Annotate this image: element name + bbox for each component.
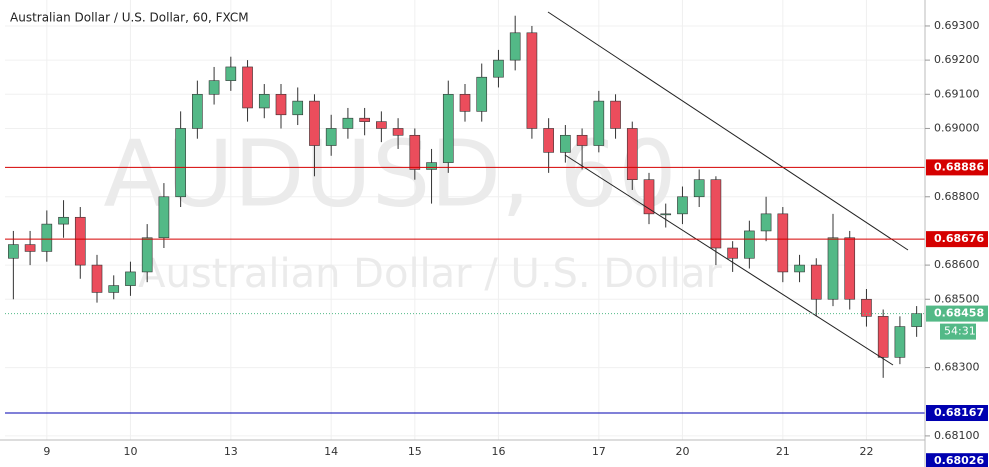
candle-body (476, 76, 488, 112)
x-tick-label: 10 (123, 445, 137, 458)
candle-body (292, 100, 304, 116)
candle-body (794, 264, 805, 273)
last-price-label: 0.68458 (934, 307, 984, 320)
candle-body (141, 237, 153, 273)
x-tick-label: 20 (675, 445, 689, 458)
watermark-subtitle: Australian Dollar / U.S. Dollar (138, 251, 722, 297)
y-tick-label: 0.68100 (934, 429, 980, 442)
candle-body (158, 196, 170, 239)
x-tick-label: 15 (408, 445, 422, 458)
candle-body (660, 213, 672, 216)
y-tick-label: 0.68300 (934, 361, 980, 374)
candles (8, 15, 922, 378)
candle-body (844, 237, 856, 300)
candle-body (760, 213, 772, 232)
axis-labels: 0.69300 0.69200 0.69100 0.69000 0.68800 0.686… (43, 19, 988, 467)
candle-body (342, 117, 354, 129)
channel-lower (564, 154, 894, 366)
candle-body (810, 264, 822, 300)
candle-body (576, 134, 588, 146)
countdown-box (940, 323, 976, 340)
x-tick-label: 22 (859, 445, 873, 458)
candle-body (626, 128, 638, 180)
candle-body (894, 326, 906, 358)
candle-body (376, 121, 387, 129)
level-label: 0.68676 (934, 232, 984, 245)
x-tick-label: 21 (776, 445, 790, 458)
candle-body (677, 196, 688, 215)
time-axis (0, 440, 925, 467)
candle-body (175, 128, 186, 198)
candle-body (91, 264, 103, 293)
candle-body (643, 179, 655, 215)
candle-body (877, 316, 889, 358)
candle-body (208, 80, 220, 95)
level-label-box (926, 159, 988, 176)
level-label-box (926, 405, 988, 422)
x-tick-label: 17 (592, 445, 606, 458)
y-tick-label: 0.69300 (934, 19, 980, 32)
candle-body (459, 93, 471, 112)
x-tick-label: 14 (324, 445, 338, 458)
y-tick-label: 0.69000 (934, 121, 980, 134)
candle-body (710, 179, 722, 249)
candle-body (693, 179, 705, 198)
y-tick-label: 0.68500 (934, 292, 980, 305)
watermark: AUDUSD, 60 (103, 120, 676, 227)
candle-body (192, 93, 203, 129)
candle-body (242, 66, 253, 109)
candle-body (359, 117, 370, 122)
candle-body (777, 213, 789, 273)
candle-body (827, 237, 839, 300)
candle-body (258, 93, 270, 109)
candle-body (409, 134, 421, 170)
candle-body (41, 223, 53, 252)
candle-body (309, 100, 320, 146)
level-label-box (926, 453, 988, 467)
candle-body (560, 134, 571, 153)
last-price-box (926, 305, 988, 322)
candle-body (593, 100, 605, 146)
candle-body (744, 230, 755, 259)
candle-body (225, 66, 237, 81)
countdown-label: 54:31 (944, 325, 976, 338)
candle-body (610, 100, 621, 129)
candle-body (442, 93, 454, 163)
candle-body (58, 216, 69, 225)
candle-body (426, 162, 437, 170)
y-tick-label: 0.68600 (934, 258, 980, 271)
x-tick-label: 9 (43, 445, 50, 458)
y-tick-label: 0.68800 (934, 190, 980, 203)
candle-body (125, 271, 136, 286)
level-label-box (926, 231, 988, 248)
channel-upper (547, 11, 909, 251)
candle-body (526, 32, 538, 129)
candle-body (543, 128, 554, 153)
level-label: 0.68167 (934, 406, 984, 419)
candle-body (325, 128, 337, 146)
level-label: 0.68886 (934, 160, 984, 173)
candle-body (911, 313, 922, 327)
x-tick-label: 16 (491, 445, 505, 458)
candle-body (8, 244, 19, 259)
candle-body (493, 59, 504, 78)
candle-body (727, 247, 738, 259)
candle-body (509, 32, 521, 61)
candle-body (861, 298, 872, 317)
candle-body (108, 285, 120, 293)
level-label: 0.68026 (934, 454, 984, 467)
candle-body (275, 93, 287, 116)
x-tick-label: 13 (224, 445, 238, 458)
candle-body (24, 244, 36, 252)
chart-title: Australian Dollar / U.S. Dollar, 60, FXC… (10, 11, 249, 25)
candle-body (74, 216, 86, 266)
y-tick-label: 0.69100 (934, 87, 980, 100)
candle-body (392, 128, 404, 136)
y-tick-label: 0.69200 (934, 53, 980, 66)
